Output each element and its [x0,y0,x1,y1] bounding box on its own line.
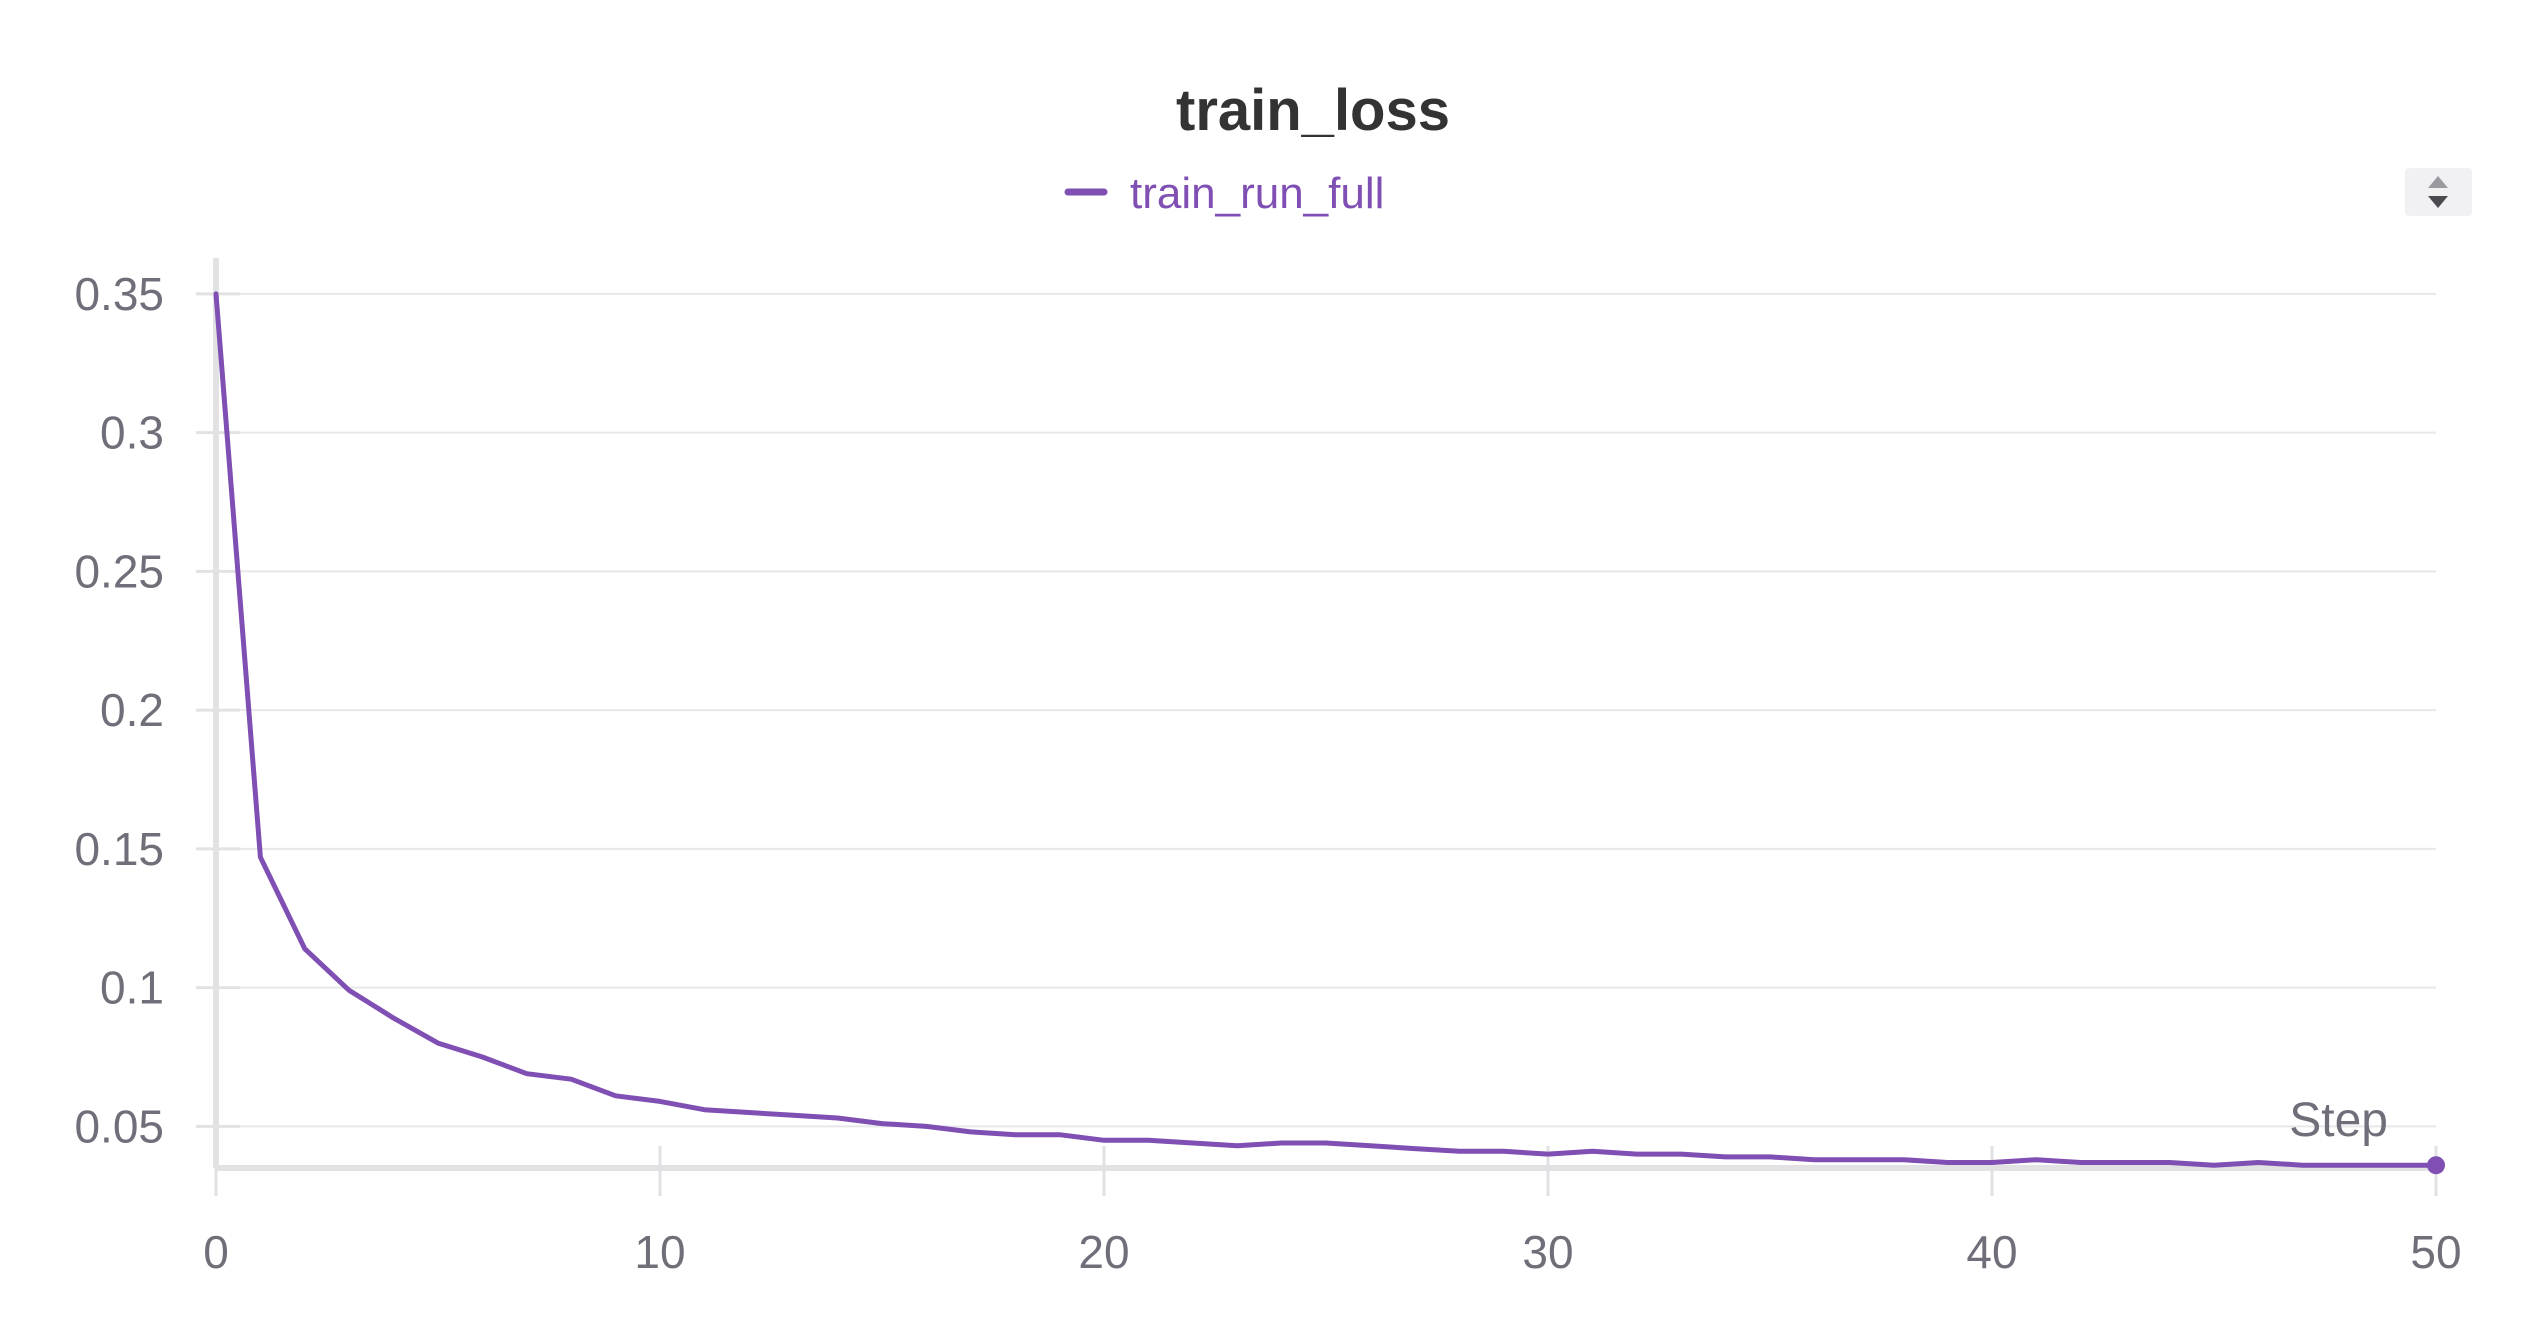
series-end-point[interactable] [2427,1156,2445,1175]
legend[interactable]: train_run_full [1064,169,1384,218]
sort-toggle-button[interactable] [2405,168,2472,216]
x-axis-label: Step [2289,1094,2388,1147]
chart-title: train_loss [1176,78,1450,143]
sort-up-down-icon [2428,176,2448,208]
series-line-train-run-full[interactable] [213,291,2439,1168]
y-tick-label: 0.2 [100,684,164,736]
x-tick-label: 20 [1078,1226,1129,1278]
tick-labels: 0.05 0.1 0.15 0.2 0.25 0.3 0.35 0 10 20 30 40 50 [74,268,2461,1278]
y-tick-label: 0.3 [100,407,164,459]
axes [196,258,2438,1196]
x-tick-label: 0 [203,1226,229,1278]
legend-label: train_run_full [1130,169,1384,218]
y-tick-label: 0.1 [100,962,164,1014]
x-tick-label: 40 [1966,1226,2017,1278]
x-tick-label: 50 [2410,1226,2461,1278]
gridlines [216,292,2436,1128]
y-tick-label: 0.05 [74,1100,164,1152]
y-tick-label: 0.15 [74,823,164,875]
x-tick-label: 30 [1522,1226,1573,1278]
series [213,291,2445,1175]
y-tick-label: 0.25 [74,545,164,597]
y-tick-label: 0.35 [74,268,164,320]
x-tick-label: 10 [634,1226,685,1278]
